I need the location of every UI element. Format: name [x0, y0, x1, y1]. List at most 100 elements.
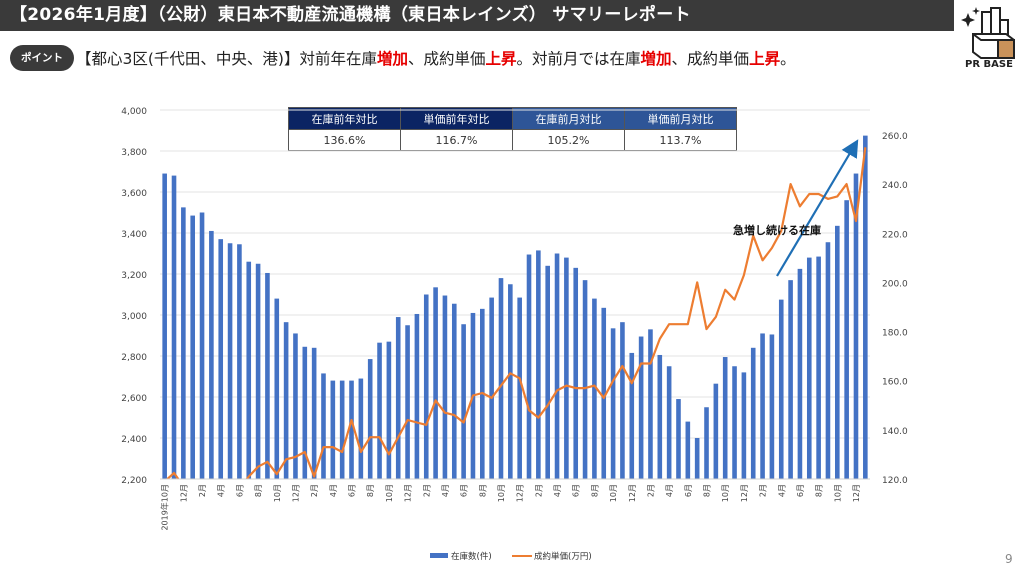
x-tick-label: 12月: [404, 484, 413, 502]
bar: [181, 207, 186, 479]
legend-bar-label: 在庫数(件): [451, 551, 492, 562]
bar: [806, 257, 812, 479]
bar: [629, 352, 635, 479]
x-tick-label: 6月: [684, 484, 693, 497]
x-tick-label: 6月: [235, 484, 244, 497]
kpi-value: 136.6%: [288, 129, 401, 151]
bar: [601, 307, 607, 479]
x-tick-label: 6月: [348, 484, 357, 497]
kpi-header: 単価前年対比: [400, 107, 513, 130]
bar: [227, 243, 233, 479]
point-text: 【都心3区(千代田、中央、港)】対前年在庫増加、成約単価上昇。対前月では在庫増加…: [76, 47, 796, 69]
x-tick-label: 8月: [478, 484, 487, 497]
legend-line-label: 成約単価(万円): [534, 551, 592, 562]
bar: [293, 333, 298, 479]
y-tick-label: 4,000: [121, 107, 147, 117]
bar: [190, 215, 195, 479]
point-text-segment: 【都心3区(千代田、中央、港)】対前年在庫: [76, 50, 377, 68]
x-tick-label: 2月: [646, 484, 655, 497]
x-tick-label: 12月: [852, 484, 861, 502]
bar: [741, 372, 747, 479]
x-tick-label: 2019年10月: [160, 484, 170, 531]
highlight-text: 増加: [640, 50, 672, 68]
bar: [218, 239, 224, 479]
kpi-header: 在庫前月対比: [512, 107, 625, 130]
y2-tick-label: 180.0: [882, 329, 908, 339]
bar: [704, 407, 709, 479]
x-tick-label: 4月: [777, 484, 786, 497]
y2-tick-label: 240.0: [882, 181, 908, 191]
x-tick-label: 12月: [516, 484, 525, 502]
y-tick-label: 2,600: [121, 394, 147, 404]
bar: [423, 294, 429, 479]
x-tick-label: 10月: [833, 484, 842, 502]
x-tick-label: 4月: [329, 484, 338, 497]
bar: [349, 380, 354, 479]
bar: [788, 280, 793, 479]
x-tick-label: 10月: [273, 484, 282, 502]
x-tick-label: 8月: [254, 484, 263, 497]
bar: [358, 378, 364, 479]
y-tick-label: 3,800: [121, 148, 147, 158]
y2-tick-label: 160.0: [882, 378, 908, 388]
bar: [265, 272, 270, 479]
bar: [835, 225, 840, 479]
x-tick-label: 6月: [572, 484, 581, 497]
kpi-header: 単価前月対比: [624, 107, 737, 130]
pr-base-logo: PR BASE: [958, 4, 1020, 72]
y2-tick-label: 220.0: [882, 230, 908, 240]
bar: [657, 354, 663, 479]
x-tick-label: 8月: [815, 484, 824, 497]
bar: [246, 261, 252, 479]
bar: [302, 346, 308, 479]
highlight-text: 上昇: [485, 50, 517, 68]
bar: [648, 329, 653, 479]
y2-tick-label: 200.0: [882, 279, 908, 289]
y-tick-label: 3,400: [121, 230, 147, 240]
bar: [377, 342, 382, 479]
kpi-value: 105.2%: [512, 129, 625, 151]
trend-arrow: [776, 139, 859, 277]
kpi-header: 在庫前年対比: [288, 107, 401, 130]
bar: [536, 250, 541, 479]
bar: [638, 336, 644, 479]
bar: [844, 200, 849, 479]
bar: [573, 267, 579, 479]
bar: [853, 173, 859, 480]
x-tick-label: 12月: [740, 484, 749, 502]
bar: [778, 299, 784, 479]
y2-tick-label: 120.0: [882, 476, 908, 486]
x-tick-label: 4月: [441, 484, 450, 497]
point-text-segment: 、成約単価: [407, 50, 486, 68]
kpi-table: 在庫前年対比 単価前年対比 在庫前月対比 単価前月対比 136.6% 116.7…: [288, 107, 737, 151]
y-tick-label: 3,200: [121, 271, 147, 281]
x-tick-label: 12月: [628, 484, 637, 502]
bar: [610, 328, 616, 479]
bar: [863, 135, 868, 479]
kpi-value: 113.7%: [624, 129, 737, 151]
bar: [554, 253, 560, 479]
highlight-text: 増加: [376, 50, 408, 68]
highlight-text: 上昇: [749, 50, 781, 68]
bar: [451, 303, 457, 479]
bar: [750, 347, 756, 479]
annotation-text: 急増し続ける在庫: [733, 223, 821, 237]
bar: [517, 297, 522, 479]
bar: [582, 280, 588, 479]
bar: [433, 287, 438, 479]
x-tick-label: 6月: [460, 484, 469, 497]
kpi-value-row: 136.6% 116.7% 105.2% 113.7%: [288, 129, 737, 151]
y2-tick-label: 260.0: [882, 132, 908, 142]
bar: [442, 295, 448, 479]
bar: [620, 322, 625, 479]
y-tick-label: 2,800: [121, 353, 147, 363]
x-tick-label: 4月: [553, 484, 562, 497]
bar: [480, 308, 485, 479]
report-title: 【2026年1月度】（公財）東日本不動産流通機構（東日本レインズ） サマリーレポ…: [0, 0, 954, 31]
bar: [825, 242, 831, 479]
x-tick-label: 2月: [198, 484, 207, 497]
bar: [713, 383, 719, 479]
x-tick-label: 10月: [497, 484, 506, 502]
x-tick-label: 12月: [291, 484, 300, 502]
x-tick-label: 2月: [310, 484, 319, 497]
